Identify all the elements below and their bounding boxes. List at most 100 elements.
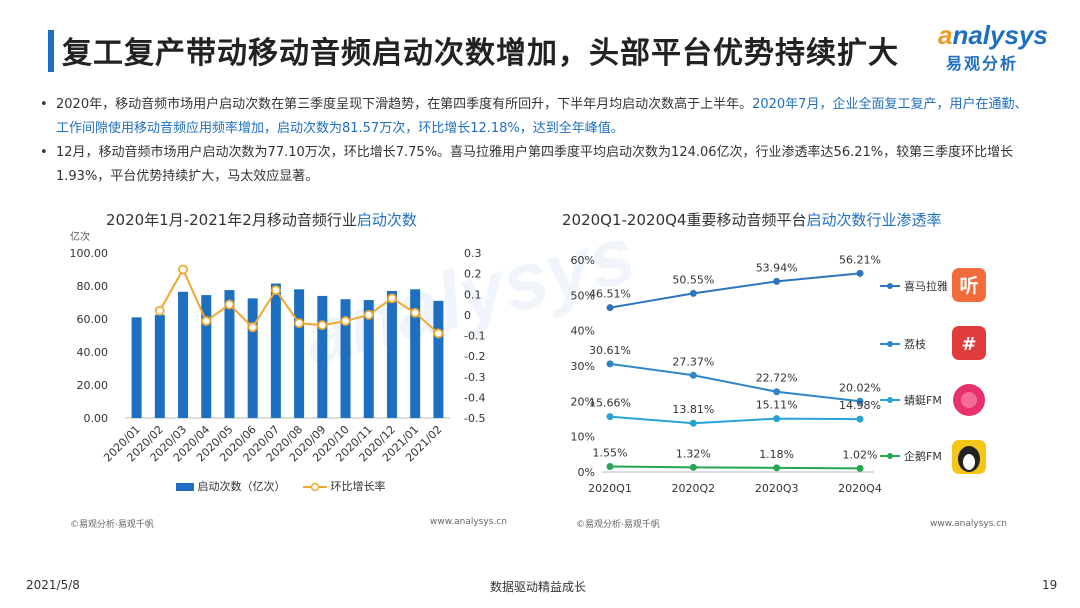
- y2-tick-label: -0.2: [464, 350, 485, 363]
- legend-swatch-point: [887, 341, 893, 347]
- analysys-logo: analysys 易观分析: [938, 20, 1048, 73]
- series-point-蜻蜓FM: [856, 415, 864, 423]
- y2-tick-label: -0.5: [464, 412, 485, 425]
- bullet-item-1: 2020年，移动音频市场用户启动次数在第三季度呈现下滑趋势，在第四季度有所回升，…: [40, 93, 1040, 141]
- x-tick-label: 2020Q3: [755, 482, 799, 495]
- chart1-legend: 启动次数（亿次） 环比增长率: [176, 478, 385, 494]
- legend-label-企鹅FM: 企鹅FM: [904, 449, 942, 463]
- data-label: 13.81%: [672, 403, 714, 416]
- growth-rate-point: [247, 322, 258, 333]
- series-point-蜻蜓FM: [606, 413, 614, 421]
- y2-tick-label: -0.1: [464, 330, 485, 343]
- bar-2020/12: [386, 290, 397, 418]
- series-point-企鹅FM: [606, 463, 614, 471]
- legend-label-荔枝: 荔枝: [904, 337, 926, 351]
- bar-2020/06: [247, 298, 258, 418]
- 喜马拉雅-icon: [952, 268, 986, 302]
- bar-2020/10: [340, 299, 351, 418]
- title-accent-bar: [48, 30, 54, 72]
- growth-rate-point: [294, 318, 305, 329]
- bar-2020/11: [363, 300, 374, 418]
- growth-rate-point: [201, 316, 212, 326]
- series-point-荔枝: [606, 360, 614, 368]
- y-axis-unit: 亿次: [70, 230, 90, 243]
- y2-tick-label: -0.3: [464, 371, 485, 384]
- series-point-企鹅FM: [689, 463, 697, 471]
- legend-bar-label: 启动次数（亿次）: [197, 480, 286, 493]
- bar-2020/03: [178, 291, 189, 418]
- bar-2020/08: [294, 289, 305, 418]
- series-line-蜻蜓FM: [609, 415, 861, 425]
- bar-2020/02: [154, 314, 165, 418]
- series-point-喜马拉雅: [689, 289, 697, 297]
- y-tick-label: 80.00: [77, 280, 109, 293]
- data-label: 30.61%: [589, 344, 631, 357]
- y-tick-label: 20.00: [77, 379, 109, 392]
- series-line-荔枝: [609, 362, 861, 403]
- chart2-source: ©易观分析·易观千帆: [576, 520, 660, 530]
- legend-swatch-point: [887, 283, 893, 289]
- y-tick-label: 40%: [571, 325, 595, 338]
- data-label: 50.55%: [672, 273, 714, 286]
- y-tick-label: 50%: [571, 289, 595, 302]
- chart1-site: www.analysys.cn: [430, 517, 507, 527]
- penguin-belly: [963, 454, 975, 470]
- legend-line-swatch: [302, 482, 327, 492]
- y2-tick-label: 0.1: [464, 288, 482, 301]
- bar-2020/07: [270, 283, 281, 418]
- bar-2020/04: [201, 295, 212, 418]
- footer-page-number: 19: [1042, 578, 1058, 592]
- legend-label-喜马拉雅: 喜马拉雅: [904, 279, 948, 293]
- series-point-喜马拉雅: [606, 304, 614, 312]
- y-tick-label: 30%: [571, 360, 595, 373]
- y-tick-label: 40.00: [77, 346, 109, 359]
- growth-rate-point: [154, 305, 165, 316]
- series-point-蜻蜓FM: [773, 415, 781, 423]
- chart1-title: 2020年1月-2021年2月移动音频行业启动次数: [106, 211, 417, 229]
- footer-date: 2021/5/8: [26, 578, 80, 592]
- page-title: 复工复产带动移动音频启动次数增加，头部平台优势持续扩大: [62, 36, 899, 71]
- data-label: 1.02%: [843, 448, 878, 461]
- bar-2021/02: [433, 300, 444, 418]
- y-tick-label: 60%: [571, 254, 595, 267]
- y-tick-label: 60.00: [77, 313, 109, 326]
- bar-2020/05: [224, 290, 235, 418]
- bar-2021/01: [410, 289, 421, 418]
- bullet-list: 2020年，移动音频市场用户启动次数在第三季度呈现下滑趋势，在第四季度有所回升，…: [40, 93, 1040, 189]
- legend-swatch-point: [887, 397, 893, 403]
- footer-slogan: 数据驱动精益成长: [490, 580, 587, 594]
- legend-line-label: 环比增长率: [330, 480, 386, 493]
- y-tick-label: 20%: [571, 395, 595, 408]
- data-label: 1.55%: [593, 447, 628, 460]
- y-tick-label: 10%: [571, 431, 595, 444]
- series-point-喜马拉雅: [773, 277, 781, 285]
- y-tick-label: 100.00: [70, 247, 109, 260]
- series-point-荔枝: [773, 388, 781, 396]
- growth-rate-point: [410, 307, 421, 318]
- legend-swatch-point: [887, 453, 893, 459]
- y2-tick-label: 0: [464, 309, 471, 322]
- data-label: 1.32%: [676, 447, 711, 460]
- y-tick-label: 0.00: [84, 412, 109, 425]
- chart2-svg: 60% 50% 40% 30% 20% 10% 0% 2020Q1 2020Q2 2020Q3 20…: [571, 253, 986, 495]
- legend-bar-swatch: [176, 483, 194, 491]
- data-label: 53.94%: [756, 261, 798, 274]
- ximalaya-glyph: 听: [959, 274, 978, 297]
- growth-rate-point: [340, 316, 351, 326]
- data-label: 22.72%: [756, 372, 798, 385]
- series-point-蜻蜓FM: [689, 419, 697, 427]
- legend-label-蜻蜓FM: 蜻蜓FM: [904, 393, 942, 407]
- growth-rate-point: [387, 293, 397, 304]
- 荔枝-icon: [952, 326, 986, 360]
- data-label: 46.51%: [589, 288, 631, 301]
- y-tick-label: 0%: [578, 466, 595, 479]
- x-tick-label: 2020Q2: [672, 482, 716, 495]
- series-point-企鹅FM: [773, 464, 781, 472]
- data-label: 15.66%: [589, 397, 631, 410]
- bullet-item-2: 12月，移动音频市场用户启动次数为77.10万次，环比增长7.75%。喜马拉雅用…: [40, 141, 1040, 189]
- series-point-喜马拉雅: [856, 269, 864, 277]
- series-point-企鹅FM: [856, 464, 864, 472]
- growth-rate-point: [270, 285, 281, 296]
- x-tick-label: 2020Q4: [838, 482, 882, 495]
- data-label: 27.37%: [672, 355, 714, 368]
